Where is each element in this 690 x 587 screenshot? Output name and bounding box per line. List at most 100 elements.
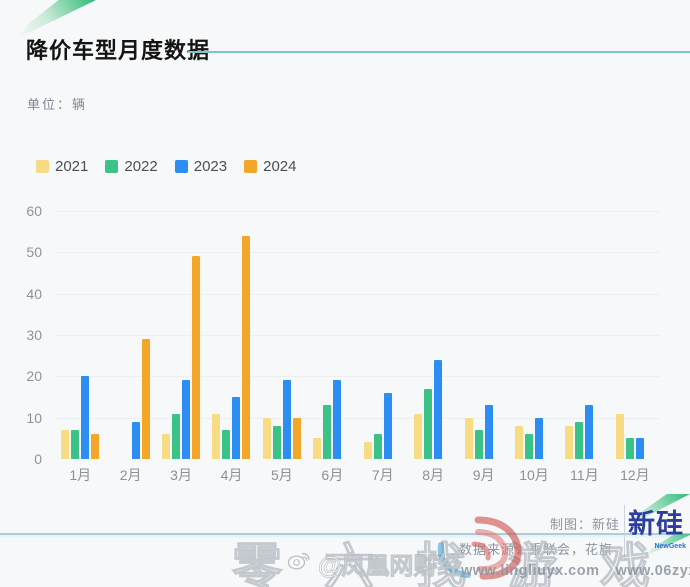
bar-2023-5月 (282, 380, 291, 459)
legend-label-2024: 2024 (263, 158, 297, 175)
x-axis-label-11月: 11月 (570, 467, 599, 483)
bar-2022-5月 (272, 425, 281, 459)
bar-2022-11月 (575, 421, 584, 459)
chart-legend: 2021 2022 2023 2024 (36, 158, 297, 175)
y-axis-tick: 50 (26, 244, 42, 261)
bar-2021-3月 (162, 434, 171, 459)
watermark-urls: www.lingliuyx.com www.06zyx.com (461, 563, 690, 579)
bar-2021-4月 (212, 413, 221, 459)
title-accent-line (188, 51, 690, 53)
bar-2021-6月 (313, 438, 322, 459)
bar-2021-9月 (464, 417, 473, 459)
x-axis-label-9月: 9月 (472, 467, 495, 483)
legend-swatch-2022 (105, 160, 119, 173)
legend-item-2021: 2021 (36, 158, 88, 175)
bar-2023-9月 (484, 405, 493, 459)
bar-2022-10月 (525, 434, 533, 459)
bar-2022-8月 (424, 388, 433, 459)
bar-group-12月 (610, 413, 660, 459)
bar-2024-4月 (242, 235, 251, 459)
bar-2024-5月 (292, 417, 301, 459)
bar-group-2月 (105, 339, 155, 459)
y-axis-tick: 10 (26, 409, 42, 426)
y-axis-tick: 40 (26, 285, 42, 302)
bar-2021-11月 (565, 425, 574, 459)
legend-swatch-2024 (244, 160, 258, 173)
bar-2023-8月 (434, 359, 443, 459)
weibo-icon (285, 548, 313, 579)
bar-2024-2月 (141, 339, 150, 459)
y-axis-tick: 0 (34, 451, 42, 467)
weibo-account-text: @凤凰网财经 (318, 553, 462, 581)
bar-group-5月 (257, 380, 307, 459)
x-axis-label-4月: 4月 (220, 467, 243, 483)
x-axis-label-7月: 7月 (371, 467, 394, 483)
legend-item-2022: 2022 (105, 158, 158, 175)
credit-text: 制图：新硅 (549, 517, 620, 532)
bar-group-1月 (55, 376, 105, 459)
bar-group-4月 (206, 235, 256, 459)
y-axis-tick: 30 (26, 327, 42, 343)
legend-item-2023: 2023 (174, 158, 228, 175)
bar-2021-8月 (414, 413, 423, 459)
page-title: 降价车型月度数据 (26, 38, 211, 63)
logo-subtext: NewGeek (654, 543, 686, 550)
bar-2023-2月 (131, 421, 140, 459)
data-source-text: 数据来源：乘联会，花旗 (458, 542, 613, 557)
legend-swatch-2021 (36, 160, 49, 173)
x-axis: 1月 2月 3月 4月 5月 6月 7月 8月 9月 10月 11月 12月 (55, 465, 660, 485)
newgeek-logo: 新硅 NewGeek (626, 494, 690, 562)
bar-2022-7月 (373, 434, 382, 459)
x-axis-label-2月: 2月 (119, 467, 142, 483)
bar-2023-1月 (81, 376, 90, 459)
x-axis-label-1月: 1月 (69, 467, 92, 483)
gridline (55, 335, 660, 336)
bar-2023-3月 (182, 380, 191, 459)
bar-2022-9月 (474, 430, 483, 459)
gridline (55, 293, 660, 295)
y-axis-tick: 60 (26, 203, 42, 219)
bar-group-6月 (307, 380, 357, 459)
bar-2022-6月 (323, 405, 332, 459)
gridline (55, 417, 660, 419)
x-axis-label-3月: 3月 (170, 467, 192, 483)
legend-item-2024: 2024 (244, 158, 297, 175)
bar-2024-3月 (192, 256, 201, 459)
x-axis-label-8月: 8月 (422, 467, 445, 483)
plot-area (55, 211, 660, 459)
y-axis-tick: 20 (26, 368, 42, 385)
legend-label-2023: 2023 (193, 158, 228, 175)
bar-2021-10月 (515, 425, 523, 459)
footer-divider-line (0, 533, 690, 535)
bar-2023-7月 (383, 392, 392, 459)
bar-2023-10月 (535, 417, 543, 459)
bar-2023-6月 (333, 380, 342, 459)
bar-group-9月 (458, 405, 508, 459)
bar-2023-11月 (585, 405, 594, 459)
bar-2021-7月 (363, 442, 372, 459)
bar-group-11月 (559, 405, 609, 459)
bar-2023-4月 (232, 397, 241, 459)
gridline (55, 376, 660, 378)
x-axis-label-10月: 10月 (519, 467, 549, 483)
bar-2021-5月 (262, 417, 271, 459)
bar-group-7月 (358, 392, 408, 459)
bar-2024-1月 (91, 434, 100, 459)
unit-label: 单位：辆 (27, 97, 88, 112)
logo-text: 新硅 (628, 509, 684, 539)
legend-label-2021: 2021 (55, 158, 89, 175)
bar-chart: 0 10 20 30 40 50 60 1月 2月 3月 4月 5月 6月 7月 8月 9月 10月 11月 12… (0, 203, 690, 501)
gridline (55, 211, 660, 212)
gridline (55, 252, 660, 254)
footer-vertical-divider (624, 505, 625, 560)
bar-2022-3月 (172, 413, 181, 459)
x-axis-label-6月: 6月 (321, 467, 344, 483)
legend-swatch-2023 (174, 160, 188, 173)
bar-group-3月 (156, 256, 206, 459)
bar-group-10月 (509, 417, 559, 459)
weibo-watermark: @凤凰网财经 (285, 546, 462, 581)
watermark-url: www.06zyx.com (615, 563, 690, 579)
bar-2021-12月 (615, 413, 624, 459)
x-axis-label-12月: 12月 (620, 467, 650, 483)
